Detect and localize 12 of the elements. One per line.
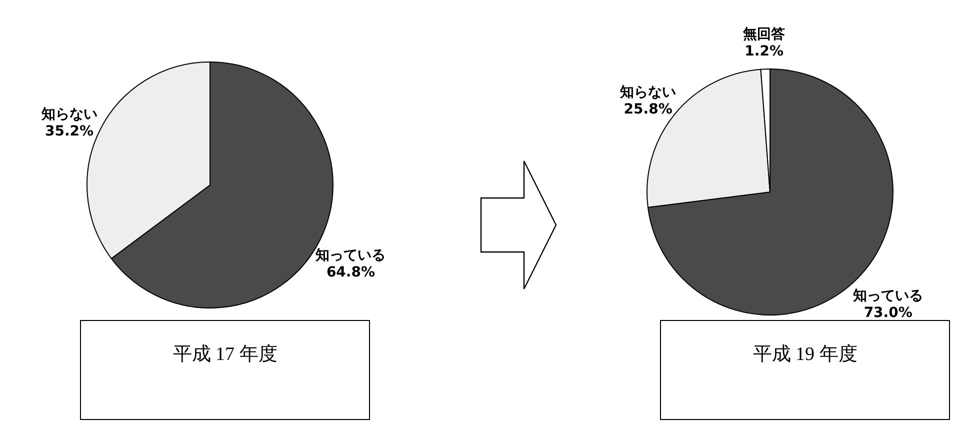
slice-label: 知らない [40, 106, 98, 122]
data-label: 35.2% [44, 123, 94, 140]
data-label: 73.0% [864, 305, 912, 322]
slice-label: 知っている [314, 248, 386, 264]
data-label: 25.8% [624, 101, 672, 118]
slice-label: 知っている [852, 288, 924, 304]
slice-label: 無回答 [742, 26, 786, 43]
text: 平成 17 年度 [80, 320, 370, 420]
data-label: 64.8% [326, 264, 376, 281]
slice-label: 知らない [619, 84, 676, 100]
text: 平成 19 年度 [660, 320, 950, 420]
data-label: 1.2% [744, 44, 784, 60]
